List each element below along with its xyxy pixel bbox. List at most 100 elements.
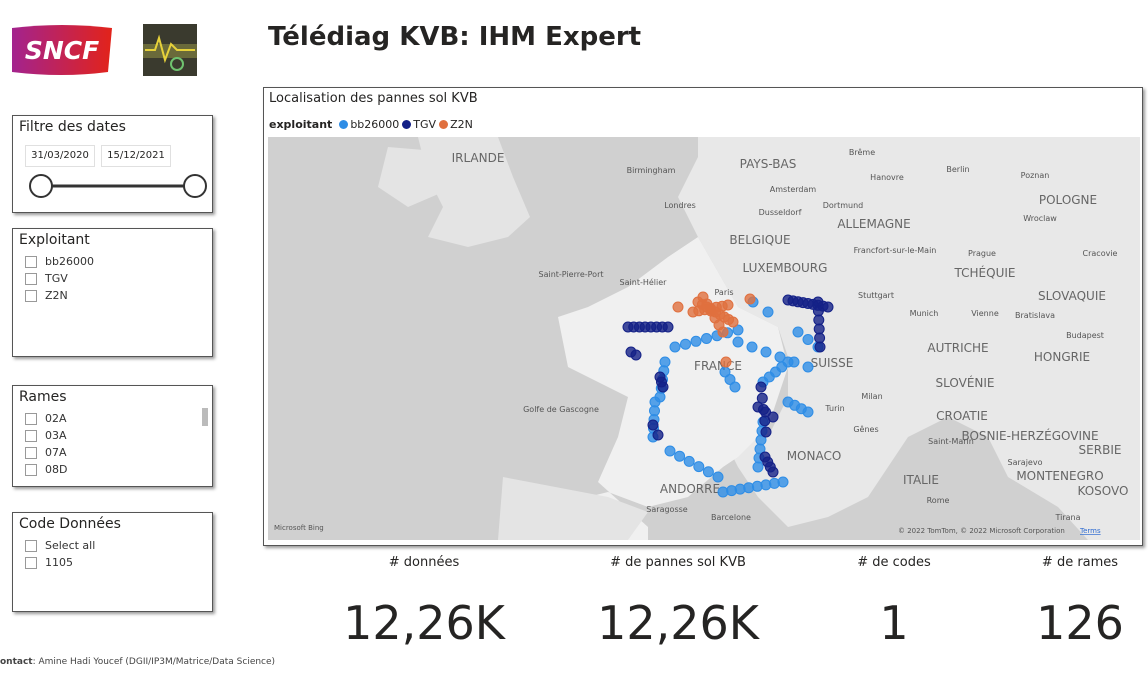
panel-title: Rames <box>19 389 67 405</box>
map-point[interactable] <box>722 299 734 311</box>
filter-item[interactable]: 02A <box>25 410 212 427</box>
map-point[interactable] <box>756 392 768 404</box>
map-point[interactable] <box>812 305 824 317</box>
map-terms[interactable]: Terms <box>1079 527 1101 535</box>
panel-title: Exploitant <box>19 232 90 248</box>
checkbox[interactable] <box>25 412 37 425</box>
legend-label[interactable]: TGV <box>413 118 437 131</box>
exploitant-filter: Exploitant bb26000 TGV Z2N <box>12 228 213 357</box>
map-point[interactable] <box>746 341 758 353</box>
map-point[interactable] <box>802 406 814 418</box>
map-point[interactable] <box>792 326 804 338</box>
map-point[interactable] <box>802 334 814 345</box>
map-label: Londres <box>664 201 696 210</box>
date-filter[interactable]: Filtre des dates 31/03/2020 15/12/2021 <box>12 115 213 213</box>
map-point[interactable] <box>664 445 676 457</box>
checkbox[interactable] <box>25 255 37 268</box>
map-point[interactable] <box>732 336 744 348</box>
map-label: ALLEMAGNE <box>837 217 910 231</box>
map-point[interactable] <box>813 323 825 335</box>
map-point[interactable] <box>822 301 834 313</box>
map-point[interactable] <box>717 326 729 338</box>
filter-item[interactable]: bb26000 <box>25 253 212 270</box>
map-label: Rome <box>927 496 950 505</box>
map-point[interactable] <box>760 426 772 438</box>
map-point[interactable] <box>812 296 824 308</box>
footer: ontact: Amine Hadi Youcef (DGII/IP3M/Mat… <box>0 657 275 667</box>
map-label: Prague <box>968 249 996 258</box>
map-point[interactable] <box>760 346 772 358</box>
map-label: BELGIQUE <box>729 233 790 247</box>
slider-handle[interactable] <box>29 174 53 198</box>
checkbox[interactable] <box>25 272 37 285</box>
map-point[interactable] <box>729 381 741 393</box>
checkbox[interactable] <box>25 556 37 569</box>
map-point[interactable] <box>767 466 779 478</box>
date-start[interactable]: 31/03/2020 <box>25 145 95 167</box>
date-end[interactable]: 15/12/2021 <box>101 145 171 167</box>
map-point[interactable] <box>669 341 681 353</box>
map-point[interactable] <box>760 406 771 418</box>
map-point[interactable] <box>672 301 684 313</box>
map-label: SLOVÉNIE <box>936 375 995 390</box>
map-label: SUISSE <box>811 356 854 370</box>
checkbox[interactable] <box>25 463 37 476</box>
map-point[interactable] <box>652 429 664 441</box>
filter-item[interactable]: Select all <box>25 537 212 554</box>
map-point[interactable] <box>720 356 732 368</box>
map-point[interactable] <box>674 450 686 462</box>
kpi-value: 12,26K <box>597 596 759 650</box>
map-point[interactable] <box>762 306 774 318</box>
scrollbar[interactable] <box>202 408 208 426</box>
map-point[interactable] <box>755 381 767 393</box>
map-point[interactable] <box>732 324 744 336</box>
legend-label[interactable]: Z2N <box>450 118 473 131</box>
map[interactable]: IRLANDE Birmingham PAYS-BAS Amsterdam Londre… <box>268 137 1140 540</box>
checkbox[interactable] <box>25 429 37 442</box>
map-point[interactable] <box>693 461 705 473</box>
map-point[interactable] <box>701 333 712 344</box>
map-point[interactable] <box>727 316 739 328</box>
checkbox[interactable] <box>25 289 37 302</box>
map-point[interactable] <box>724 374 736 385</box>
map-label: SERBIE <box>1079 443 1122 457</box>
map-point[interactable] <box>647 419 659 431</box>
filter-item[interactable]: Z2N <box>25 287 212 304</box>
page-title: Télédiag KVB: IHM Expert <box>268 22 642 52</box>
checkbox[interactable] <box>25 446 37 459</box>
map-point[interactable] <box>777 476 789 488</box>
filter-item[interactable]: 03A <box>25 427 212 444</box>
map-point[interactable] <box>680 338 691 350</box>
map-point[interactable] <box>813 314 825 326</box>
map-label: MONTENEGRO <box>1016 469 1103 483</box>
slider-handle[interactable] <box>183 174 207 198</box>
map-point[interactable] <box>712 471 724 483</box>
filter-item[interactable]: 07A <box>25 444 212 461</box>
map-point[interactable] <box>630 349 642 361</box>
map-label: Saragosse <box>646 505 687 514</box>
filter-item[interactable]: TGV <box>25 270 212 287</box>
map-point[interactable] <box>802 361 814 373</box>
map-point[interactable] <box>744 293 756 305</box>
checkbox[interactable] <box>25 539 37 552</box>
map-point[interactable] <box>782 356 794 368</box>
map-point[interactable] <box>752 461 764 473</box>
date-slider[interactable] <box>13 172 212 202</box>
map-point[interactable] <box>767 411 779 423</box>
filter-item[interactable]: 08D <box>25 461 212 478</box>
legend-label[interactable]: bb26000 <box>350 118 400 131</box>
map-point[interactable] <box>702 466 714 478</box>
map-point[interactable] <box>657 381 669 393</box>
map-point[interactable] <box>690 335 702 347</box>
app-icon <box>143 24 197 76</box>
map-point[interactable] <box>814 341 826 353</box>
map-point[interactable] <box>662 321 674 333</box>
filter-item[interactable]: 1105 <box>25 554 212 571</box>
legend-marker <box>439 120 449 129</box>
map-label: Saint-Pierre-Port <box>538 270 603 279</box>
map-label: HONGRIE <box>1034 350 1090 364</box>
map-point[interactable] <box>752 401 764 413</box>
map-point[interactable] <box>814 332 826 344</box>
map-point[interactable] <box>683 455 695 467</box>
